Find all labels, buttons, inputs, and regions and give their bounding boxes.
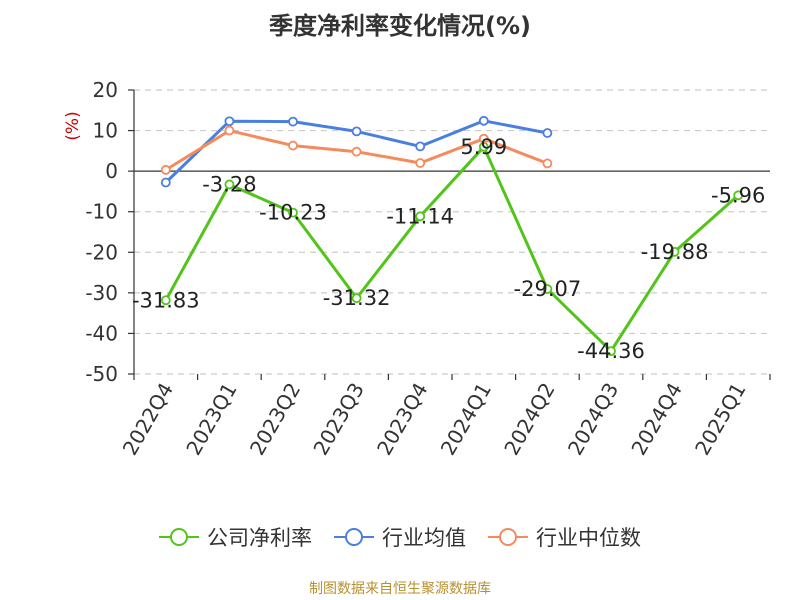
data-point bbox=[669, 246, 680, 257]
data-point bbox=[224, 116, 235, 127]
legend-item[interactable]: 行业均值 bbox=[334, 522, 466, 552]
data-point bbox=[478, 133, 489, 144]
data-point bbox=[415, 141, 426, 152]
data-point bbox=[478, 115, 489, 126]
data-point bbox=[606, 346, 616, 357]
data-point bbox=[288, 116, 298, 127]
y-tick-label: 10 bbox=[93, 119, 118, 143]
data-label: -31.83 bbox=[132, 288, 200, 312]
y-tick-label: -40 bbox=[85, 321, 118, 345]
legend-swatch bbox=[334, 528, 374, 546]
data-label: 5.99 bbox=[460, 135, 507, 159]
data-point bbox=[351, 126, 362, 137]
legend-swatch bbox=[159, 528, 199, 546]
data-labels: -31.83 -3.28-10.23 -31.32 -11.14 5.99 -29.07 -… bbox=[132, 135, 765, 363]
grid-lines bbox=[134, 89, 770, 375]
data-point bbox=[224, 179, 235, 190]
series-lines bbox=[160, 115, 744, 357]
y-tick-label: 0 bbox=[105, 159, 118, 183]
x-tick-label: 2023Q2 bbox=[245, 379, 305, 460]
legend-label: 行业中位数 bbox=[536, 526, 641, 550]
legend-marker bbox=[499, 528, 517, 546]
data-point bbox=[542, 158, 553, 169]
data-label: -5.96 bbox=[711, 183, 765, 207]
legend-label: 公司净利率 bbox=[207, 526, 312, 550]
data-point bbox=[542, 128, 553, 138]
x-tick-label: 2023Q3 bbox=[308, 379, 368, 460]
legend-label: 行业均值 bbox=[382, 526, 466, 550]
x-tick-label: 2025Q1 bbox=[690, 379, 750, 460]
data-point bbox=[160, 295, 171, 306]
source-note: 制图数据来自恒生聚源数据库 bbox=[309, 581, 491, 597]
data-point bbox=[288, 207, 298, 218]
x-tick-label: 2024Q2 bbox=[499, 379, 559, 460]
data-label: -31.32 bbox=[323, 286, 391, 310]
legend-item[interactable]: 行业中位数 bbox=[488, 522, 641, 552]
data-label: -19.88 bbox=[641, 240, 709, 264]
data-point bbox=[542, 284, 553, 294]
x-tick-label: 2024Q4 bbox=[626, 379, 686, 460]
data-point bbox=[224, 125, 235, 136]
data-point bbox=[288, 140, 298, 151]
data-label: -29.07 bbox=[514, 277, 582, 301]
series-line bbox=[164, 145, 740, 353]
y-tick-label: -50 bbox=[85, 362, 118, 386]
x-tick-label: 2024Q3 bbox=[563, 379, 623, 460]
y-tick-label: -30 bbox=[85, 281, 118, 305]
data-point bbox=[415, 158, 426, 168]
y-tick-label: -20 bbox=[85, 240, 118, 264]
x-tick-label: 2023Q4 bbox=[372, 379, 432, 460]
legend-swatch bbox=[488, 528, 528, 546]
data-point bbox=[733, 190, 744, 201]
data-point bbox=[351, 293, 362, 304]
data-label: -11.14 bbox=[386, 204, 454, 228]
y-tick-label: -10 bbox=[85, 200, 118, 224]
data-point bbox=[351, 146, 362, 157]
legend-item[interactable]: 公司净利率 bbox=[159, 522, 312, 552]
data-point bbox=[160, 165, 171, 175]
legend-marker bbox=[345, 528, 363, 546]
data-point bbox=[415, 211, 426, 222]
legend-marker bbox=[170, 528, 188, 546]
y-tick-label: 20 bbox=[93, 78, 118, 102]
data-label: -44.36 bbox=[577, 339, 645, 363]
data-point bbox=[160, 177, 171, 188]
legend: 公司净利率 行业均值 行业中位数 bbox=[0, 522, 800, 552]
x-tick-label: 2023Q1 bbox=[181, 379, 241, 460]
x-tick-label: 2024Q1 bbox=[436, 379, 496, 460]
data-label: -10.23 bbox=[259, 201, 327, 225]
chart-title: 季度净利率变化情况(%) bbox=[269, 12, 531, 40]
x-tick-label: 2022Q4 bbox=[118, 379, 178, 460]
data-label: -3.28 bbox=[202, 172, 256, 196]
y-axis-label: (%) bbox=[63, 111, 83, 140]
